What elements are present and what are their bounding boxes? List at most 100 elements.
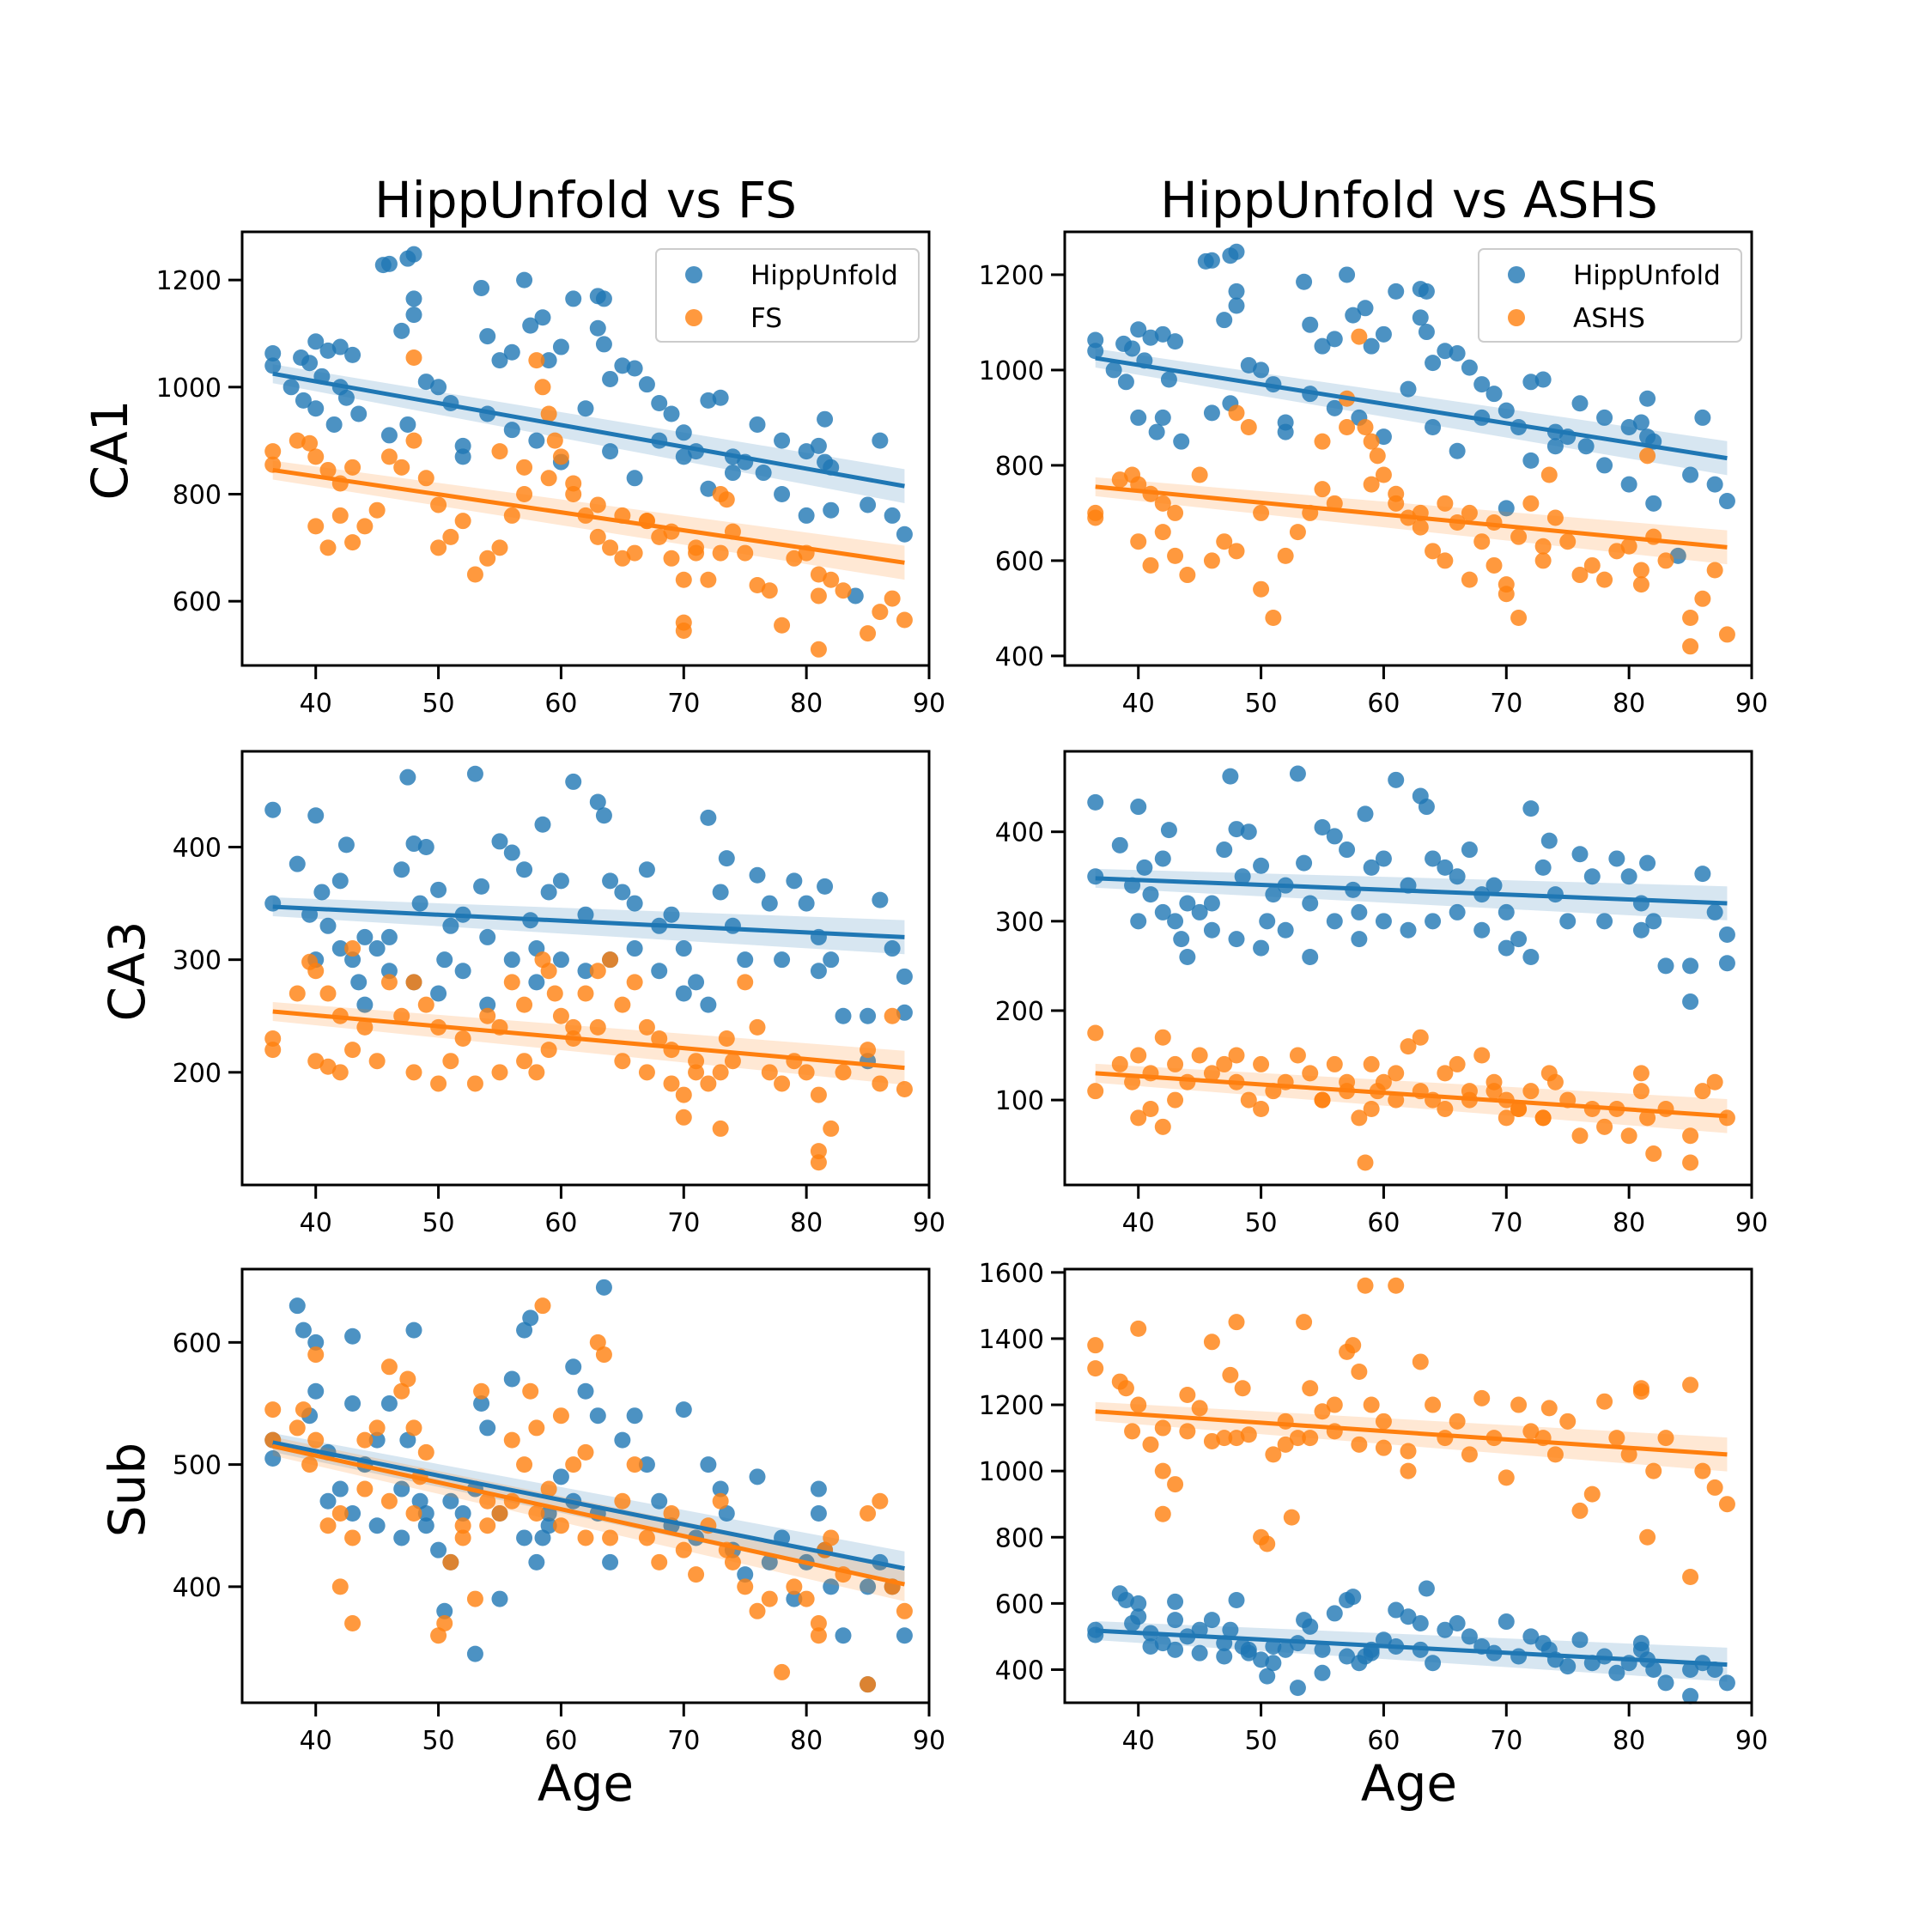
data-point	[552, 1468, 569, 1485]
data-point	[1437, 1065, 1454, 1082]
data-point	[473, 1394, 490, 1412]
data-point	[817, 410, 834, 428]
data-point	[810, 1143, 827, 1160]
data-point	[1596, 1393, 1613, 1410]
data-point	[1620, 419, 1637, 436]
data-point	[1117, 1380, 1134, 1397]
data-point	[307, 807, 325, 824]
data-point	[479, 928, 496, 945]
data-point	[393, 322, 410, 339]
data-point	[602, 539, 619, 556]
data-point	[1498, 402, 1515, 419]
data-point	[1154, 1635, 1171, 1652]
data-point	[774, 1663, 791, 1680]
x-axis-label-left: Age	[538, 1754, 634, 1813]
data-point	[289, 985, 306, 1002]
data-point	[1706, 1073, 1723, 1091]
data-point	[1130, 409, 1147, 426]
data-point	[528, 432, 545, 449]
data-point	[712, 1480, 729, 1498]
data-point	[1498, 1613, 1515, 1631]
data-point	[1326, 399, 1343, 416]
data-point	[399, 1370, 416, 1388]
data-point	[1400, 1462, 1417, 1479]
x-tick-label: 70	[667, 1726, 700, 1756]
data-point	[479, 1419, 496, 1437]
data-point	[264, 1030, 282, 1047]
legend-marker	[1508, 266, 1525, 283]
data-point	[264, 1042, 282, 1059]
data-point	[540, 405, 557, 422]
data-point	[368, 1419, 386, 1437]
data-point	[1154, 325, 1171, 343]
data-point	[1571, 395, 1589, 412]
column-title-left: HippUnfold vs FS	[374, 171, 797, 229]
data-point	[1087, 1024, 1104, 1042]
x-tick-label: 40	[300, 1208, 332, 1238]
data-point	[264, 1401, 282, 1419]
data-point	[1363, 337, 1380, 355]
data-point	[1522, 495, 1540, 512]
data-point	[737, 974, 754, 991]
data-point	[565, 485, 582, 502]
data-point	[1179, 1386, 1196, 1403]
data-point	[1375, 913, 1392, 930]
data-point	[380, 255, 398, 272]
data-point	[1639, 390, 1656, 407]
data-point	[1154, 524, 1171, 541]
x-tick-label: 70	[1490, 689, 1522, 719]
data-point	[1632, 1383, 1649, 1400]
data-point	[1351, 328, 1368, 345]
data-point	[380, 963, 398, 980]
data-point	[534, 1297, 551, 1315]
data-point	[405, 290, 422, 307]
data-point	[614, 1053, 631, 1070]
data-point	[688, 1566, 705, 1583]
data-point	[405, 307, 422, 324]
data-point	[595, 807, 612, 824]
data-point	[1375, 1439, 1392, 1456]
data-point	[1375, 1073, 1392, 1091]
plot-frame	[240, 750, 931, 1187]
data-point	[786, 1578, 803, 1595]
data-point	[1363, 1644, 1380, 1662]
data-point	[595, 1346, 612, 1364]
data-point	[1632, 1635, 1649, 1652]
data-point	[1240, 823, 1257, 841]
data-point	[1706, 562, 1723, 579]
data-point	[810, 437, 827, 454]
data-point	[466, 765, 483, 782]
row-label-ca3: CA3	[98, 920, 156, 1021]
data-point	[810, 641, 827, 658]
x-tick-label: 90	[913, 1208, 945, 1238]
data-point	[565, 773, 582, 790]
data-point	[1425, 355, 1442, 372]
data-point	[1375, 1413, 1392, 1430]
data-point	[503, 844, 520, 861]
data-point	[540, 963, 557, 980]
data-point	[602, 872, 619, 890]
data-point	[595, 336, 612, 353]
data-point	[368, 940, 386, 957]
data-point	[577, 906, 594, 923]
data-point	[1326, 1055, 1343, 1072]
data-point	[1087, 1337, 1104, 1354]
data-point	[307, 1346, 325, 1364]
data-point	[1620, 1446, 1637, 1463]
data-point	[577, 985, 594, 1002]
data-point	[356, 1480, 374, 1498]
y-tick-label: 600	[995, 1589, 1044, 1619]
column-title-right: HippUnfold vs ASHS	[1160, 171, 1658, 229]
data-point	[626, 1407, 643, 1425]
data-point	[755, 465, 772, 482]
data-point	[1485, 1083, 1503, 1100]
data-point	[1596, 571, 1613, 588]
data-point	[442, 917, 459, 934]
data-point	[675, 940, 692, 957]
y-tick-label: 100	[995, 1086, 1044, 1116]
data-point	[1148, 423, 1165, 440]
data-point	[761, 1590, 778, 1607]
data-point	[1632, 1065, 1649, 1082]
data-point	[1449, 1413, 1466, 1430]
data-point	[1682, 638, 1699, 655]
